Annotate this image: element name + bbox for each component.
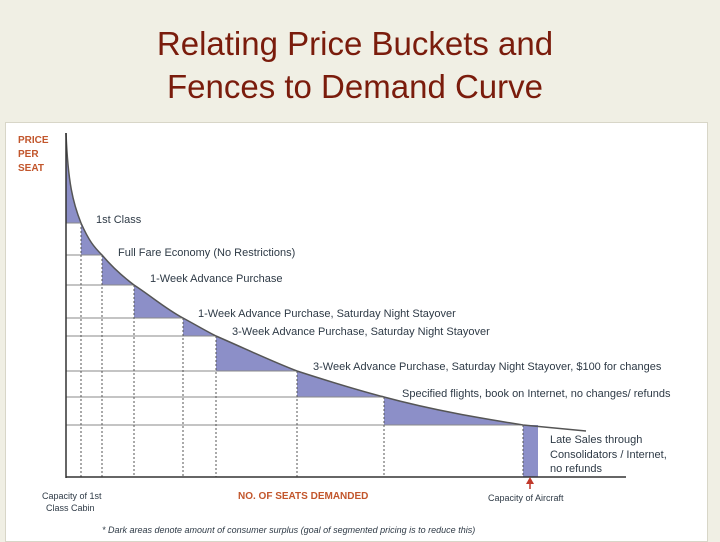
surplus-area-4 [134, 285, 183, 318]
bucket-label-6: 3-Week Advance Purchase, Saturday Night … [313, 361, 662, 373]
x-axis-label: NO. OF SEATS DEMANDED [238, 491, 368, 502]
demand-curve [65, 132, 587, 432]
aircraft-capacity-arrow-icon [526, 477, 534, 489]
surplus-area-6 [216, 336, 297, 371]
demand-curve-diagram: PRICE PER SEAT 1st Class Full Fare Econo… [5, 122, 708, 542]
bucket-label-4: 1-Week Advance Purchase, Saturday Night … [198, 308, 456, 320]
first-class-capacity-label: Capacity of 1st Class Cabin [42, 491, 104, 513]
surplus-area-7 [297, 371, 384, 397]
surplus-area-5 [183, 318, 216, 336]
bucket-label-8-line-3: no refunds [550, 463, 602, 475]
bucket-label-1: 1st Class [96, 214, 142, 226]
bucket-label-3: 1-Week Advance Purchase [150, 273, 282, 285]
slide-title-line-1: Relating Price Buckets and [156, 25, 554, 62]
aircraft-capacity-label: Capacity of Aircraft [488, 493, 564, 503]
surplus-area-2 [81, 223, 102, 255]
bucket-label-7: Specified flights, book on Internet, no … [402, 388, 671, 400]
bucket-label-8: Late Sales through Consolidators / Inter… [550, 434, 670, 475]
surplus-area-9 [523, 425, 538, 477]
surplus-area-8 [384, 397, 523, 425]
bucket-label-8-line-2: Consolidators / Internet, [550, 449, 667, 461]
footnote: * Dark areas denote amount of consumer s… [102, 525, 475, 535]
y-axis-label: PRICE PER SEAT [18, 135, 51, 174]
surplus-area-1 [66, 143, 81, 223]
slide-title: Relating Price Buckets and Fences to Dem… [0, 22, 710, 108]
diagram-canvas: PRICE PER SEAT 1st Class Full Fare Econo… [18, 132, 671, 535]
surplus-area-3 [102, 255, 134, 285]
slide-title-line-2: Fences to Demand Curve [166, 68, 543, 105]
bucket-label-5: 3-Week Advance Purchase, Saturday Night … [232, 326, 490, 338]
bucket-label-2: Full Fare Economy (No Restrictions) [118, 247, 295, 259]
bucket-label-8-line-1: Late Sales through [550, 434, 642, 446]
